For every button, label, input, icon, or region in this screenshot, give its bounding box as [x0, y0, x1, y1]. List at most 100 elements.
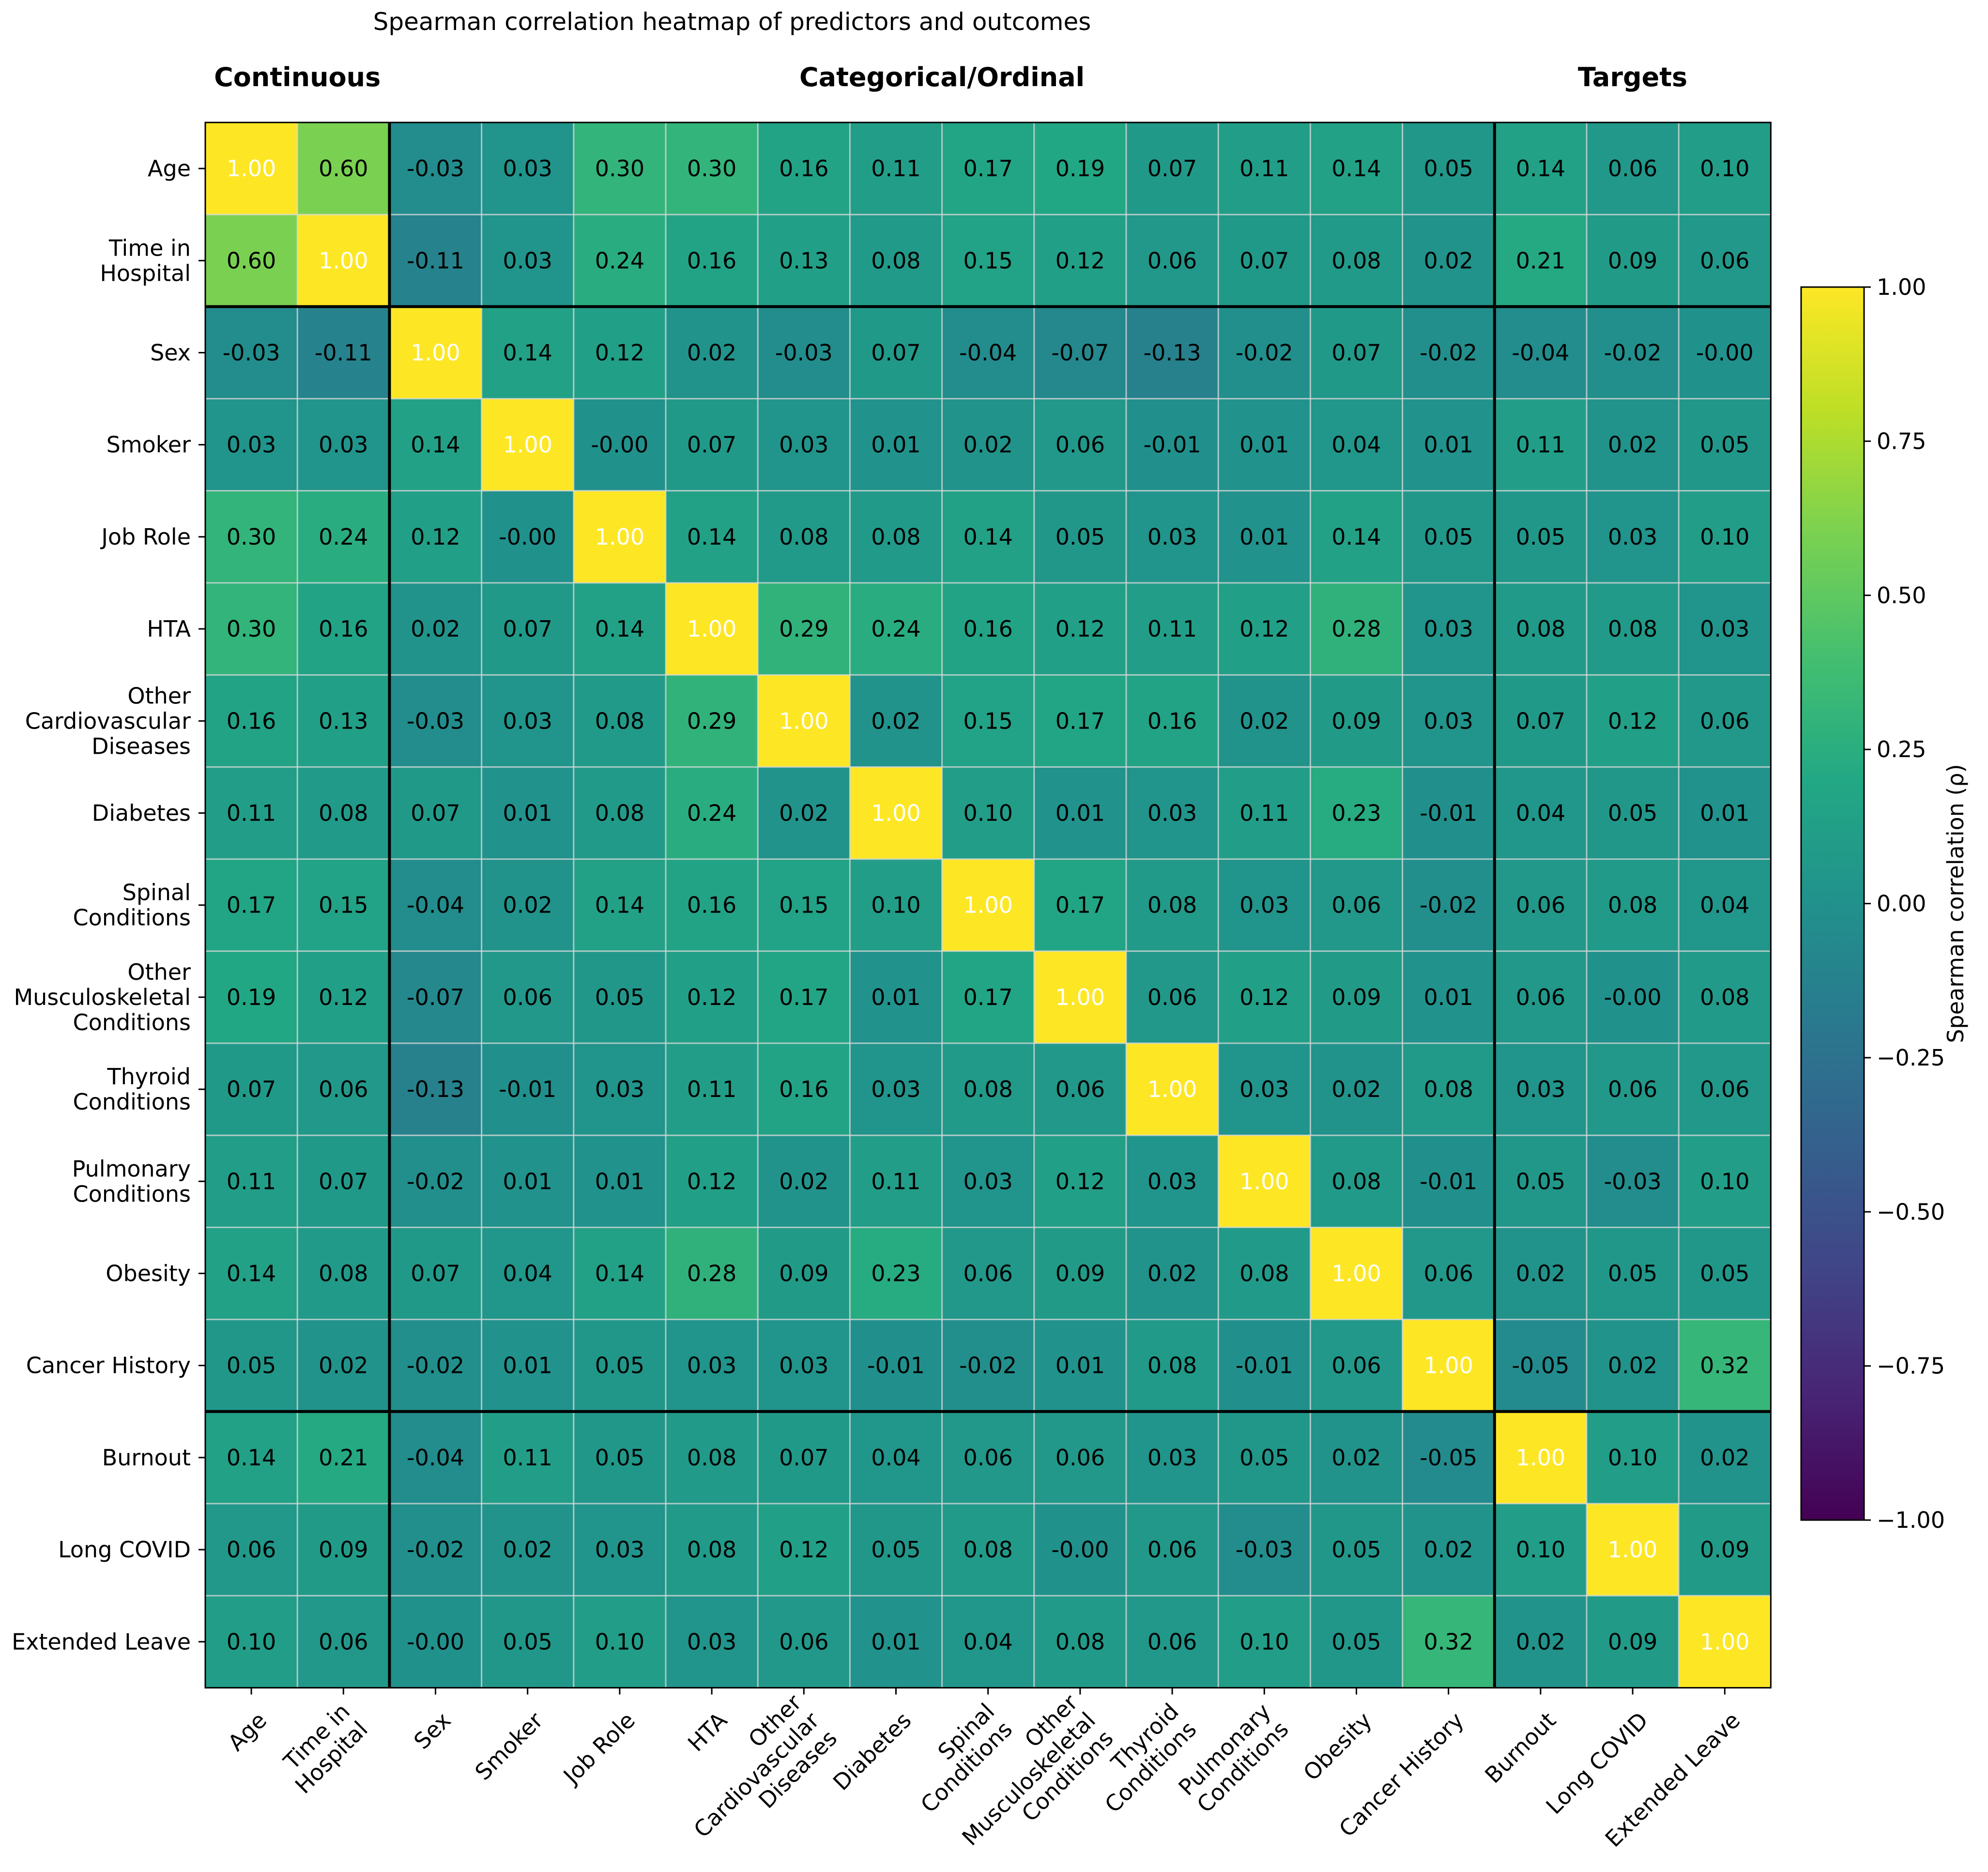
heatmap-cell [1034, 214, 1126, 307]
heatmap-cell [205, 583, 298, 675]
heatmap-cell [1402, 214, 1495, 307]
heatmap-cell [297, 951, 390, 1043]
heatmap-cell [1310, 1319, 1403, 1412]
heatmap-cell [1402, 1596, 1495, 1688]
heatmap-cell [205, 490, 298, 583]
heatmap-cell [666, 306, 758, 399]
cell-value-label: 0.11 [1239, 155, 1289, 182]
heatmap-cell [205, 1135, 298, 1228]
row-label: Diabetes [92, 800, 191, 826]
cell-value-label: 0.12 [1055, 616, 1105, 642]
heatmap-cell [1679, 859, 1771, 951]
cell-value-label: 0.04 [503, 1261, 552, 1287]
heatmap-cell [1126, 583, 1219, 675]
row-label: Cardiovascular [25, 708, 191, 734]
heatmap-cell [481, 1504, 574, 1596]
heatmap-cell [1218, 1319, 1311, 1412]
cell-value-label: 0.12 [1608, 708, 1657, 734]
cell-value-label: 0.03 [779, 1353, 828, 1379]
heatmap-cell [850, 306, 942, 399]
cell-value-label: 0.04 [1700, 892, 1749, 918]
heatmap-cell [205, 859, 298, 951]
col-label: Diabetes [828, 1707, 917, 1796]
cell-value-label: 0.02 [1608, 1353, 1657, 1379]
cell-value-label: 0.09 [319, 1537, 368, 1563]
cell-value-label: -0.02 [407, 1168, 464, 1194]
heatmap-cell [297, 1043, 390, 1136]
cell-value-label: 0.02 [1608, 432, 1657, 458]
heatmap-cell [1494, 1504, 1587, 1596]
cell-value-label: 0.16 [687, 247, 736, 274]
heatmap-cell [389, 122, 482, 215]
cell-value-label: 0.10 [1700, 1168, 1749, 1194]
heatmap-cell [1034, 1227, 1126, 1320]
cell-value-label: 0.01 [503, 800, 552, 826]
cell-value-label: 0.14 [595, 616, 644, 642]
heatmap-cell [1402, 1043, 1495, 1136]
heatmap-cell [1587, 859, 1679, 951]
cell-value-label: 0.03 [1239, 892, 1289, 918]
heatmap-cell [1126, 675, 1219, 767]
heatmap-cell [1034, 859, 1126, 951]
heatmap-cell [942, 767, 1034, 859]
heatmap-cell [1587, 398, 1679, 491]
heatmap-cell [1126, 951, 1219, 1043]
heatmap-cell [389, 951, 482, 1043]
cell-value-label: 0.02 [1331, 1445, 1381, 1471]
cell-value-label: 0.03 [1147, 1445, 1197, 1471]
cell-value-label: 0.08 [319, 800, 368, 826]
heatmap-cell [1679, 675, 1771, 767]
cell-value-label: 0.24 [595, 247, 644, 274]
heatmap-cell [1034, 583, 1126, 675]
heatmap-cell [666, 398, 758, 491]
heatmap-cell [1310, 398, 1403, 491]
cell-value-label: -0.02 [959, 1353, 1017, 1379]
heatmap-cell [1494, 859, 1587, 951]
heatmap-cell [1494, 1227, 1587, 1320]
heatmap-cell [1310, 490, 1403, 583]
heatmap-cell [1218, 767, 1311, 859]
heatmap-cell [1310, 1504, 1403, 1596]
cell-value-label: 0.04 [1516, 800, 1565, 826]
cell-value-label: 0.02 [687, 340, 736, 366]
cell-value-label: 0.08 [1516, 616, 1565, 642]
heatmap-cell [297, 1596, 390, 1688]
row-label: Other [127, 683, 191, 709]
cell-value-label: 0.30 [687, 155, 736, 182]
cell-value-label: 0.06 [503, 984, 552, 1010]
cell-value-label: 0.02 [1423, 247, 1473, 274]
cell-value-label: 0.11 [227, 1168, 276, 1194]
cell-value-label: 0.06 [1516, 984, 1565, 1010]
group-header-0: Continuous [214, 62, 381, 92]
cell-value-label: 0.05 [595, 1445, 644, 1471]
heatmap-cell [297, 675, 390, 767]
heatmap-cell [573, 1227, 666, 1320]
cell-value-label: 1.00 [227, 155, 276, 182]
heatmap-cell [942, 951, 1034, 1043]
row-label: Musculoskeletal [14, 984, 191, 1010]
cell-value-label: 0.03 [1516, 1076, 1565, 1102]
cell-value-label: 0.03 [1423, 708, 1473, 734]
cell-value-label: 0.05 [871, 1537, 920, 1563]
cell-value-label: -0.02 [1236, 340, 1293, 366]
heatmap-cell [205, 122, 298, 215]
heatmap-cell [1679, 1227, 1771, 1320]
cell-value-label: 0.12 [1239, 984, 1289, 1010]
cell-value-label: -0.00 [1696, 340, 1754, 366]
cell-value-label: 1.00 [687, 616, 736, 642]
cell-value-label: 0.02 [1700, 1445, 1749, 1471]
cell-value-label: 0.05 [1608, 1261, 1657, 1287]
heatmap-cell [1402, 1411, 1495, 1504]
row-label: Conditions [73, 905, 191, 931]
cell-value-label: 0.12 [411, 524, 460, 550]
heatmap-cell [1494, 675, 1587, 767]
heatmap-cell [758, 306, 850, 399]
cell-value-label: -0.03 [407, 155, 464, 182]
heatmap-cell [1679, 214, 1771, 307]
cell-value-label: -0.05 [1512, 1353, 1569, 1379]
heatmap-cell [481, 398, 574, 491]
heatmap-cell [1310, 306, 1403, 399]
cell-value-label: 0.02 [1516, 1261, 1565, 1287]
cell-value-label: 0.03 [963, 1168, 1012, 1194]
